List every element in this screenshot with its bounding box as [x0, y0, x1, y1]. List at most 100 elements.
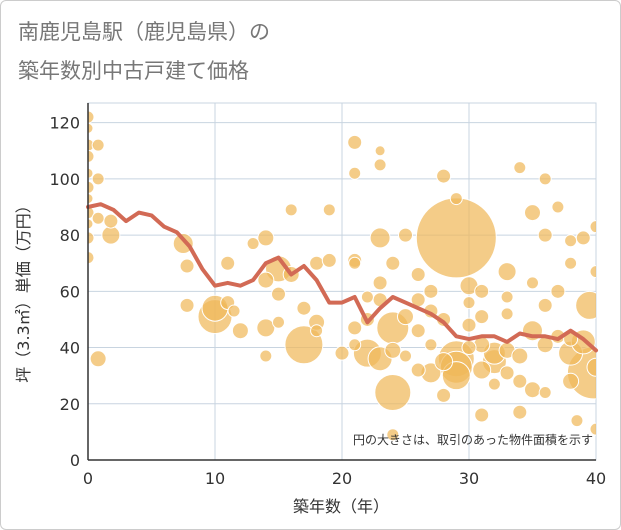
- data-bubble: [91, 138, 105, 152]
- data-bubble: [296, 300, 312, 316]
- data-bubble: [91, 211, 105, 225]
- y-axis-label: 坪（3.3㎡）単価（万円）: [14, 197, 33, 382]
- data-bubble: [474, 309, 490, 325]
- data-bubble: [88, 110, 95, 124]
- size-annotation: 円の大きさは、取引のあった物件面積を示す: [353, 432, 593, 447]
- y-tick-label: 20: [60, 395, 80, 414]
- data-bubble: [360, 290, 374, 304]
- data-bubble: [526, 276, 539, 290]
- data-bubble: [227, 304, 241, 318]
- data-bubble: [369, 227, 391, 249]
- x-axis-label: 築年数（年）: [293, 497, 389, 516]
- data-bubble: [398, 227, 413, 243]
- data-bubble: [334, 345, 350, 361]
- data-bubble: [436, 387, 452, 403]
- data-bubble: [179, 297, 195, 313]
- data-bubble: [462, 296, 476, 310]
- x-tick-label: 30: [459, 469, 479, 488]
- data-bubble: [564, 256, 578, 270]
- data-bubble: [410, 266, 426, 282]
- data-bubble: [257, 271, 275, 289]
- data-bubble: [89, 350, 107, 368]
- data-bubble: [524, 381, 541, 399]
- y-tick-label: 120: [49, 114, 80, 133]
- data-bubble: [309, 255, 325, 271]
- data-bubble: [384, 341, 402, 359]
- data-bubble: [512, 404, 528, 420]
- data-bubble: [474, 283, 490, 299]
- data-bubble: [410, 323, 426, 339]
- data-bubble: [500, 307, 514, 321]
- data-bubble: [272, 315, 285, 329]
- data-bubble: [91, 172, 105, 186]
- bubble-layer: [88, 110, 596, 442]
- data-bubble: [386, 428, 400, 442]
- trend-line: [86, 202, 598, 353]
- y-tick-label: 80: [60, 226, 80, 245]
- data-bubble: [513, 161, 527, 175]
- chart-title-line1: 南鹿児島駅（鹿児島県）の: [18, 20, 270, 44]
- data-bubble: [436, 168, 452, 184]
- data-bubble: [103, 213, 119, 229]
- data-bubble: [461, 317, 477, 333]
- data-bubble: [575, 290, 596, 320]
- data-bubble: [347, 134, 363, 150]
- data-bubble: [88, 180, 95, 194]
- data-bubble: [434, 352, 454, 372]
- data-bubble: [410, 362, 426, 378]
- x-tick-label: 40: [586, 469, 606, 488]
- data-bubble: [179, 258, 195, 274]
- data-bubble: [374, 374, 412, 412]
- data-bubble: [246, 237, 260, 251]
- data-bubble: [88, 167, 94, 179]
- data-bubble: [472, 360, 492, 380]
- data-bubble: [259, 349, 273, 363]
- data-bubble: [589, 422, 596, 436]
- data-bubble: [423, 283, 439, 299]
- data-bubble: [537, 227, 553, 243]
- data-bubble: [284, 203, 298, 217]
- data-bubble: [538, 386, 552, 400]
- data-bubble: [348, 256, 362, 270]
- chart-title-line2: 築年数別中古戸建て価格: [18, 59, 249, 83]
- data-bubble: [374, 145, 386, 157]
- data-bubble: [347, 320, 363, 336]
- data-bubble: [310, 324, 324, 338]
- data-bubble: [88, 149, 95, 163]
- data-bubble: [321, 252, 337, 268]
- data-bubble: [538, 172, 552, 186]
- data-bubble: [511, 347, 529, 365]
- x-tick-label: 0: [83, 469, 93, 488]
- axes-layer: 0 10 20 30 40 0 20 40 60 80 100 120: [49, 103, 606, 488]
- data-bubble: [372, 275, 388, 291]
- data-bubble: [424, 338, 438, 352]
- data-bubble: [575, 230, 591, 246]
- data-bubble: [385, 255, 401, 271]
- data-bubble: [589, 265, 596, 279]
- data-bubble: [570, 414, 584, 428]
- data-bubble: [586, 357, 596, 377]
- data-bubble: [562, 372, 580, 390]
- data-bubble: [589, 220, 596, 234]
- data-bubble: [88, 218, 94, 230]
- data-bubble: [500, 290, 514, 304]
- data-bubble: [449, 192, 463, 206]
- y-tick-label: 100: [49, 170, 80, 189]
- data-bubble: [373, 158, 387, 172]
- y-tick-label: 0: [70, 451, 80, 470]
- data-bubble: [512, 373, 528, 389]
- data-bubble: [101, 225, 121, 245]
- data-bubble: [271, 286, 286, 302]
- x-tick-label: 10: [205, 469, 225, 488]
- data-bubble: [172, 233, 194, 255]
- data-bubble: [537, 297, 553, 313]
- data-bubble: [399, 349, 412, 363]
- data-bubble: [487, 377, 501, 391]
- data-bubble: [397, 308, 414, 326]
- data-bubble: [322, 203, 336, 217]
- data-bubble: [88, 251, 95, 265]
- data-bubble: [220, 255, 236, 271]
- data-bubble: [415, 197, 497, 279]
- data-bubble: [88, 122, 94, 134]
- data-bubble: [497, 262, 517, 282]
